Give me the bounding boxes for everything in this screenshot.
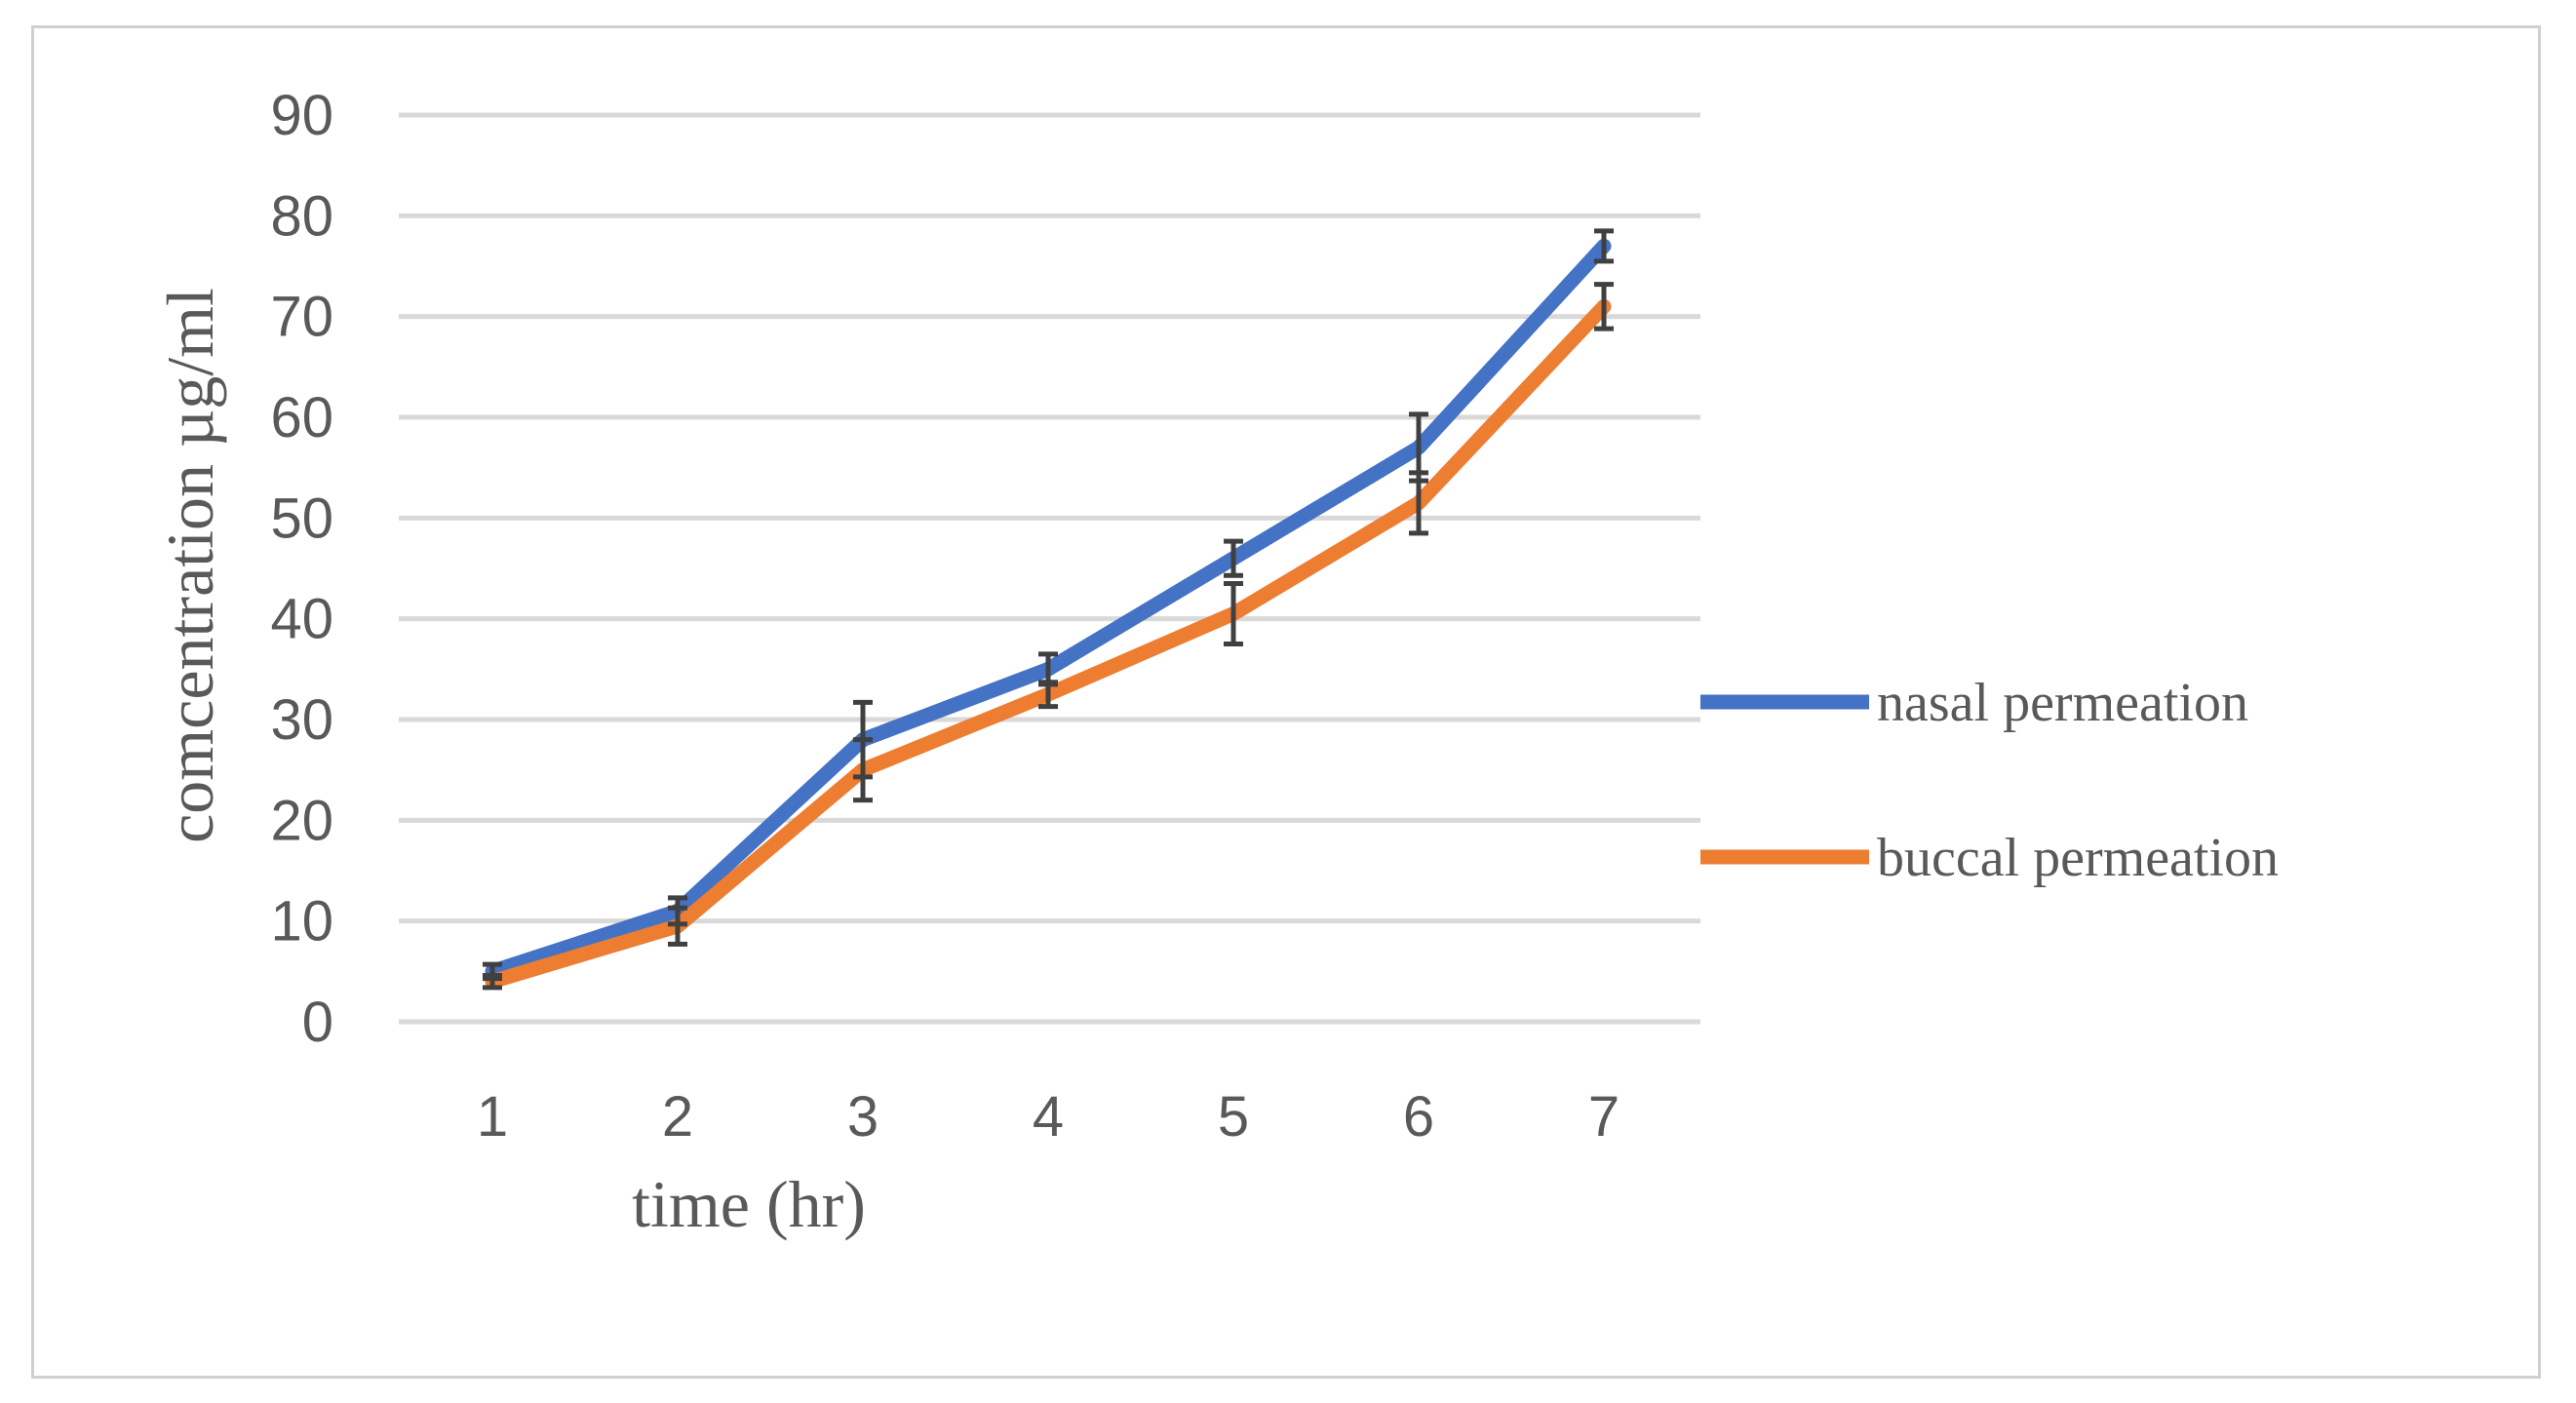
x-tick-label: 4 — [1033, 1085, 1064, 1149]
series-line-nasal — [485, 238, 1612, 979]
error-bar — [1409, 470, 1428, 536]
legend: nasal permeation buccal permeation — [1700, 673, 2279, 888]
error-bar — [1038, 680, 1058, 710]
error-bar — [1594, 282, 1614, 331]
y-tick-label: 40 — [270, 588, 333, 651]
y-tick-label: 60 — [270, 386, 333, 449]
error-bar — [1224, 538, 1243, 578]
error-bar — [668, 905, 687, 947]
y-axis-ticks: 0 10 20 30 40 50 60 70 80 90 — [270, 84, 333, 1054]
y-tick-label: 20 — [270, 789, 333, 852]
x-axis-ticks: 1 2 3 4 5 6 7 — [477, 1085, 1620, 1149]
error-bar — [853, 737, 873, 803]
x-axis-title: time (hr) — [632, 1167, 866, 1241]
chart-frame — [31, 25, 2541, 1379]
y-tick-label: 90 — [270, 84, 333, 147]
y-tick-label: 80 — [270, 184, 333, 248]
error-bar — [483, 972, 502, 991]
error-bars — [483, 228, 1614, 991]
x-tick-label: 6 — [1403, 1085, 1434, 1149]
y-tick-label: 30 — [270, 688, 333, 752]
series-lines — [485, 238, 1612, 990]
x-tick-label: 2 — [662, 1085, 693, 1149]
y-tick-label: 0 — [302, 991, 333, 1054]
y-tick-label: 10 — [270, 890, 333, 954]
x-tick-label: 1 — [477, 1085, 508, 1149]
error-bar — [1224, 581, 1243, 646]
y-tick-label: 50 — [270, 487, 333, 550]
y-tick-label: 70 — [270, 286, 333, 349]
x-tick-label: 7 — [1588, 1085, 1620, 1149]
legend-label-nasal: nasal permeation — [1877, 673, 2248, 733]
x-tick-label: 5 — [1218, 1085, 1249, 1149]
gridlines — [399, 112, 1700, 1025]
x-tick-label: 3 — [847, 1085, 878, 1149]
series-line-buccal — [485, 298, 1612, 990]
y-axis-title: comcentration µg/ml — [153, 288, 227, 843]
error-bar — [1594, 228, 1614, 264]
legend-label-buccal: buccal permeation — [1877, 828, 2279, 888]
